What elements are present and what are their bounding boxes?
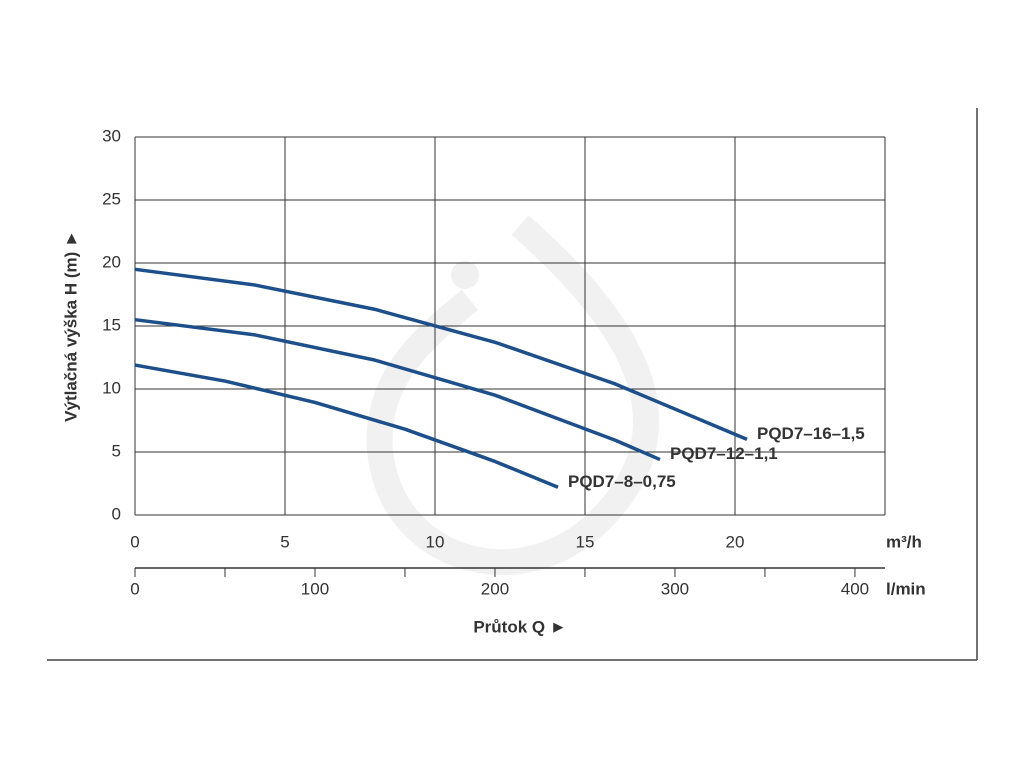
curve <box>134 363 559 489</box>
x-tick-label: 10 <box>426 532 445 551</box>
x2-tick-label: 300 <box>661 579 689 598</box>
x2-axis-label: Průtok Q ► <box>473 617 566 636</box>
series-label: PQD7–8–0,75 <box>568 472 676 491</box>
x-tick-label: 15 <box>576 532 595 551</box>
y-tick-label: 5 <box>112 441 121 460</box>
x2-unit: l/min <box>886 579 926 598</box>
y-tick-label: 15 <box>102 315 121 334</box>
series-label: PQD7–16–1,5 <box>757 424 865 443</box>
x2-tick-label: 200 <box>481 579 509 598</box>
y-tick-label: 20 <box>102 252 121 271</box>
y-axis-label: Výtlačná výška H (m) ► <box>61 230 80 422</box>
x-tick-label: 5 <box>280 532 289 551</box>
y-tick-label: 25 <box>102 189 121 208</box>
x2-tick-label: 100 <box>301 579 329 598</box>
watermark <box>366 215 660 576</box>
x2-tick-label: 0 <box>130 579 139 598</box>
x-tick-label: 0 <box>130 532 139 551</box>
series-label: PQD7–12–1,1 <box>670 444 778 463</box>
curve <box>134 267 748 442</box>
x-unit: m³/h <box>886 532 922 551</box>
x2-tick-label: 400 <box>841 579 869 598</box>
curve <box>134 317 661 462</box>
y-tick-label: 10 <box>102 378 121 397</box>
y-tick-label: 30 <box>102 126 121 145</box>
x-tick-label: 20 <box>726 532 745 551</box>
y-tick-label: 0 <box>112 504 121 523</box>
